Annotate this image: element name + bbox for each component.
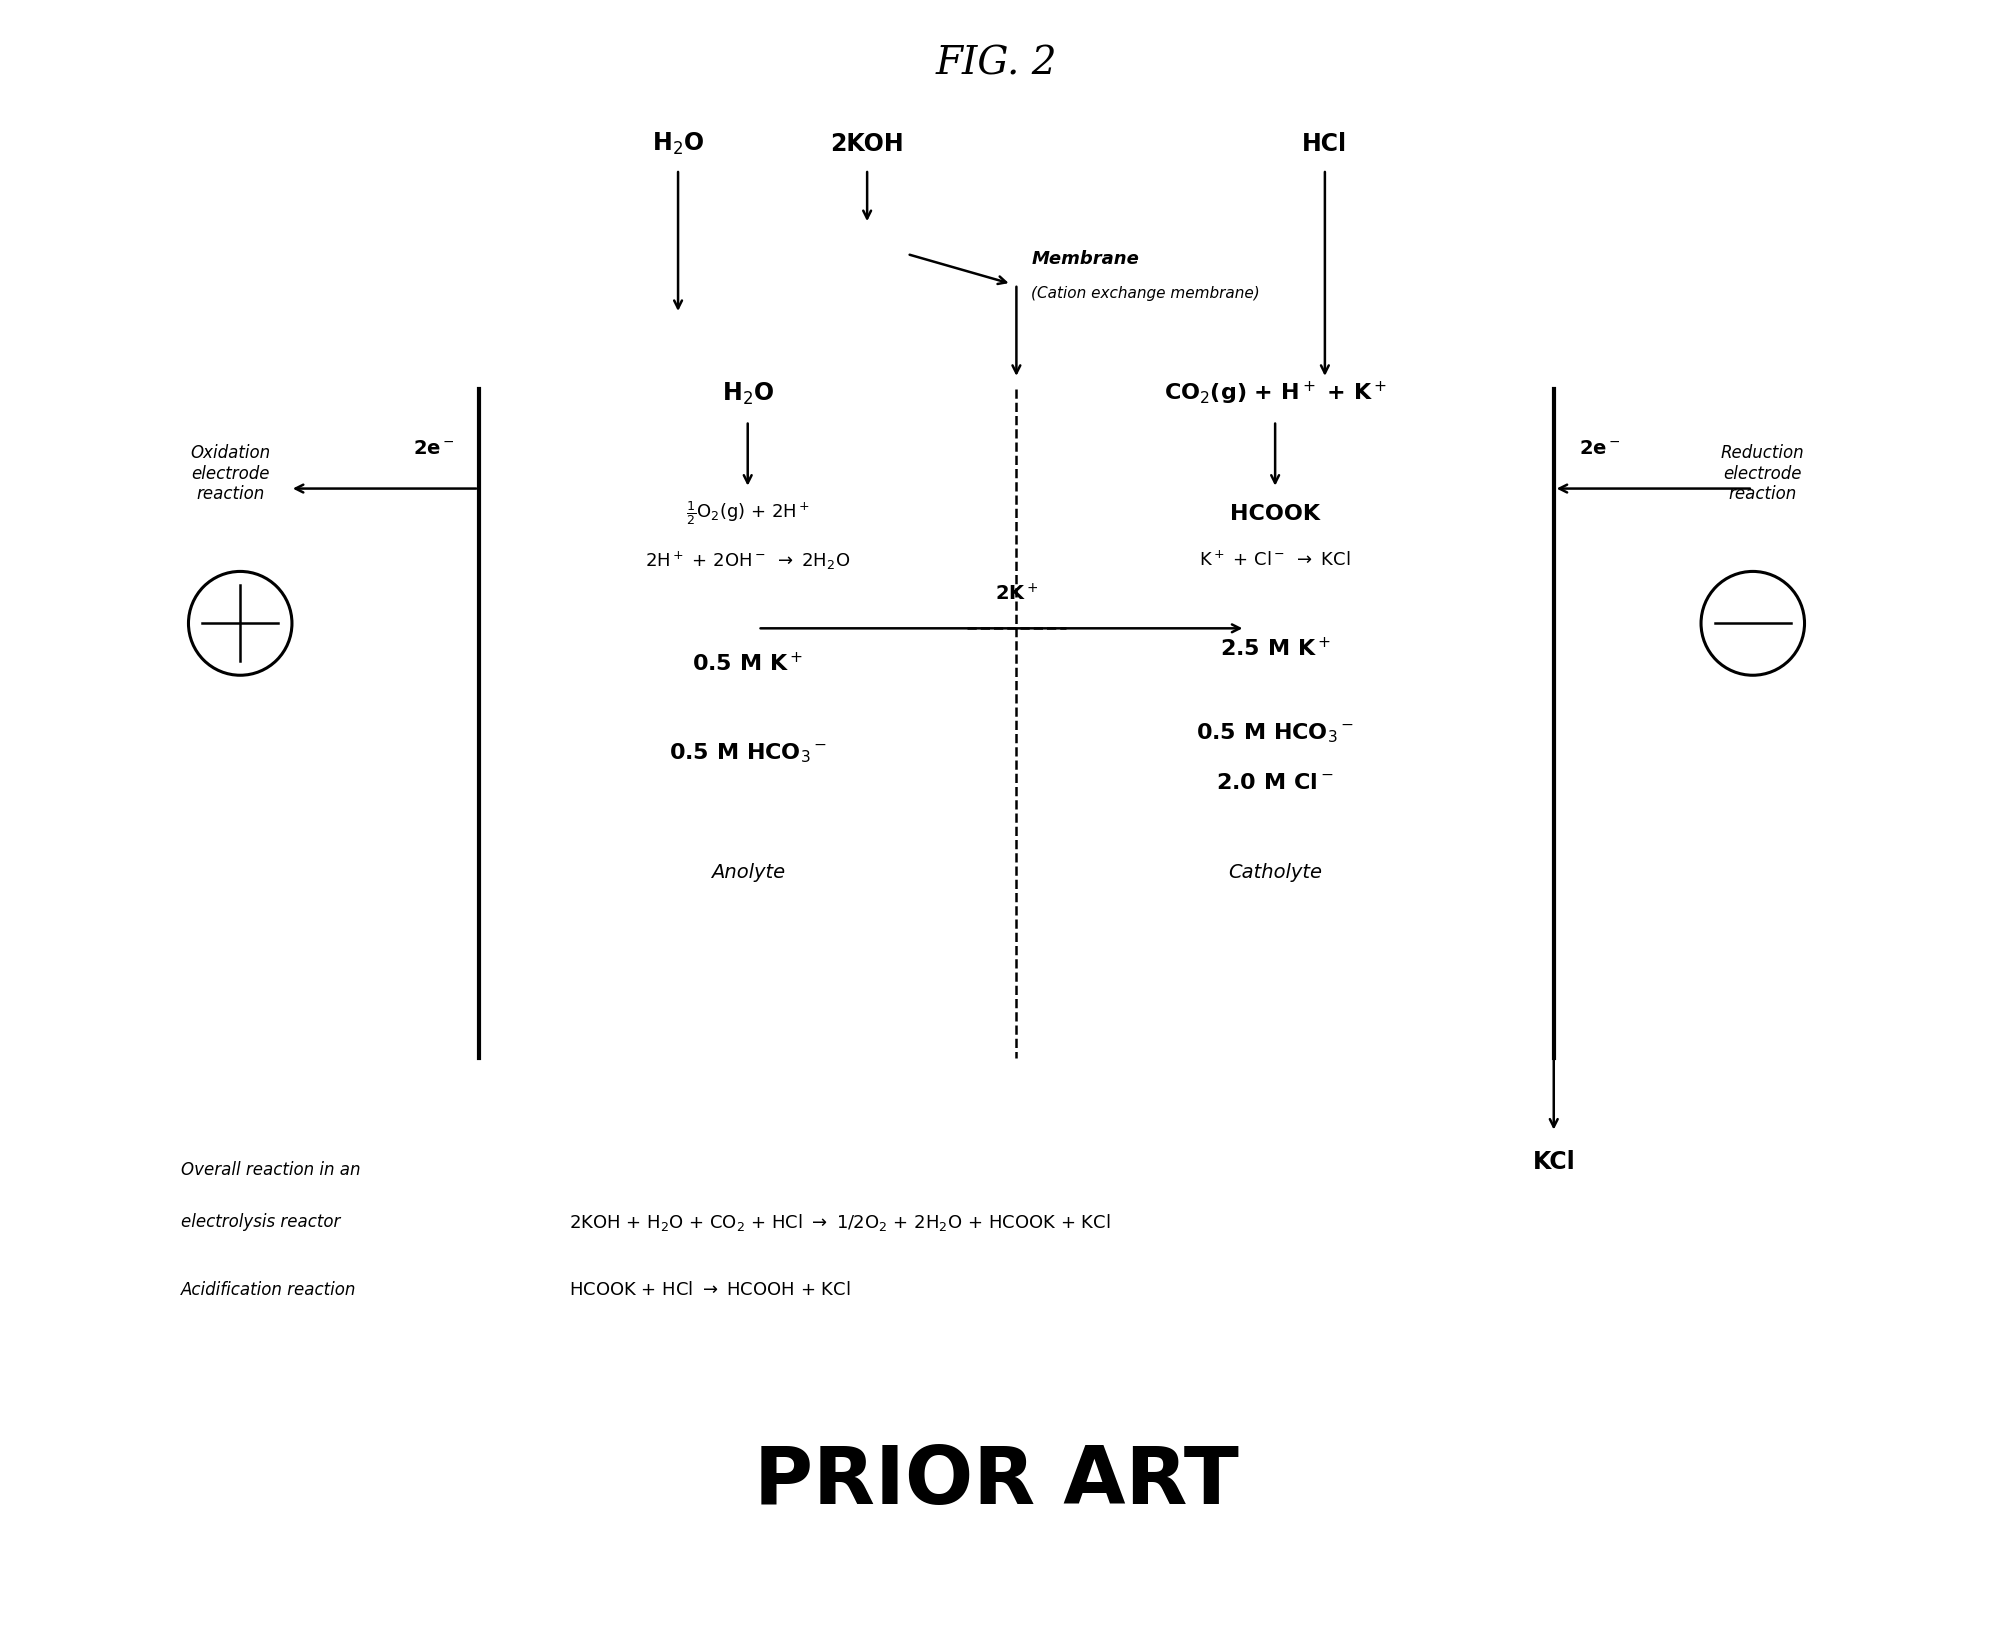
Text: 2K$^+$: 2K$^+$ bbox=[995, 583, 1038, 604]
Text: 0.5 M K$^+$: 0.5 M K$^+$ bbox=[692, 652, 803, 675]
Text: electrolysis reactor: electrolysis reactor bbox=[181, 1214, 341, 1232]
Text: Catholyte: Catholyte bbox=[1228, 863, 1321, 883]
Text: H$_2$O: H$_2$O bbox=[721, 380, 773, 406]
Text: PRIOR ART: PRIOR ART bbox=[753, 1443, 1240, 1520]
Text: 0.5 M HCO$_3$$^-$: 0.5 M HCO$_3$$^-$ bbox=[1196, 721, 1353, 745]
Text: 2e$^-$: 2e$^-$ bbox=[413, 439, 454, 459]
Text: HCl: HCl bbox=[1301, 133, 1347, 156]
Text: FIG. 2: FIG. 2 bbox=[937, 46, 1056, 84]
Text: Acidification reaction: Acidification reaction bbox=[181, 1281, 357, 1299]
Text: HCOOK + HCl $\rightarrow$ HCOOH + KCl: HCOOK + HCl $\rightarrow$ HCOOH + KCl bbox=[568, 1281, 851, 1299]
Text: Oxidation
electrode
reaction: Oxidation electrode reaction bbox=[189, 444, 271, 503]
Text: 2H$^+$ + 2OH$^-$ $\rightarrow$ 2H$_2$O: 2H$^+$ + 2OH$^-$ $\rightarrow$ 2H$_2$O bbox=[646, 549, 851, 572]
Text: H$_2$O: H$_2$O bbox=[652, 131, 704, 157]
Text: HCOOK: HCOOK bbox=[1230, 503, 1319, 524]
Text: 2KOH: 2KOH bbox=[831, 133, 905, 156]
Text: Membrane: Membrane bbox=[1030, 251, 1140, 269]
Text: (Cation exchange membrane): (Cation exchange membrane) bbox=[1030, 287, 1260, 301]
Text: $\frac{1}{2}$O$_2$(g) + 2H$^+$: $\frac{1}{2}$O$_2$(g) + 2H$^+$ bbox=[686, 500, 809, 527]
Text: 0.5 M HCO$_3$$^-$: 0.5 M HCO$_3$$^-$ bbox=[668, 742, 827, 765]
Text: Overall reaction in an: Overall reaction in an bbox=[181, 1161, 361, 1179]
Text: 2.0 M Cl$^-$: 2.0 M Cl$^-$ bbox=[1216, 773, 1333, 793]
Text: 2e$^-$: 2e$^-$ bbox=[1578, 439, 1620, 459]
Text: KCl: KCl bbox=[1533, 1150, 1574, 1174]
Text: Reduction
electrode
reaction: Reduction electrode reaction bbox=[1720, 444, 1804, 503]
Text: Anolyte: Anolyte bbox=[712, 863, 785, 883]
Text: 2.5 M K$^+$: 2.5 M K$^+$ bbox=[1220, 637, 1331, 660]
Text: K$^+$ + Cl$^-$ $\rightarrow$ KCl: K$^+$ + Cl$^-$ $\rightarrow$ KCl bbox=[1200, 550, 1351, 570]
Text: 2KOH + H$_2$O + CO$_2$ + HCl $\rightarrow$ 1/2O$_2$ + 2H$_2$O + HCOOK + KCl: 2KOH + H$_2$O + CO$_2$ + HCl $\rightarro… bbox=[568, 1212, 1110, 1233]
Text: CO$_2$(g) + H$^+$ + K$^+$: CO$_2$(g) + H$^+$ + K$^+$ bbox=[1164, 380, 1387, 408]
